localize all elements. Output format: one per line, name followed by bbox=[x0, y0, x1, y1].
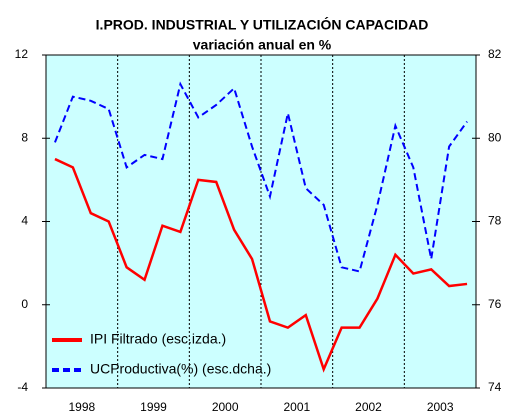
x-tick-label: 1998 bbox=[68, 400, 95, 414]
legend-label: UCProductiva(%) (esc.dcha.) bbox=[90, 361, 271, 377]
y-tick-label: -4 bbox=[17, 380, 28, 394]
legend-label: IPI Filtrado (esc.izda.) bbox=[90, 331, 226, 347]
chart-subtitle: variación anual en % bbox=[193, 37, 332, 53]
chart-title: I.PROD. INDUSTRIAL Y UTILIZACIÓN CAPACID… bbox=[96, 16, 429, 33]
y-tick-label: 0 bbox=[21, 297, 28, 311]
y2-tick-label: 74 bbox=[488, 380, 502, 394]
y-tick-label: 8 bbox=[21, 130, 28, 144]
series-line bbox=[54, 157, 468, 373]
y2-tick-label: 80 bbox=[488, 130, 502, 144]
series-line bbox=[54, 81, 468, 273]
x-tick-label: 1999 bbox=[140, 400, 167, 414]
y-tick-label: 4 bbox=[21, 214, 28, 228]
y-tick-label: 12 bbox=[15, 47, 29, 61]
y2-tick-label: 82 bbox=[488, 47, 502, 61]
y2-tick-label: 76 bbox=[488, 297, 502, 311]
x-tick-label: 2003 bbox=[427, 400, 454, 414]
x-tick-label: 2000 bbox=[212, 400, 239, 414]
x-tick-label: 2001 bbox=[283, 400, 310, 414]
x-tick-label: 2002 bbox=[355, 400, 382, 414]
y2-tick-label: 78 bbox=[488, 214, 502, 228]
